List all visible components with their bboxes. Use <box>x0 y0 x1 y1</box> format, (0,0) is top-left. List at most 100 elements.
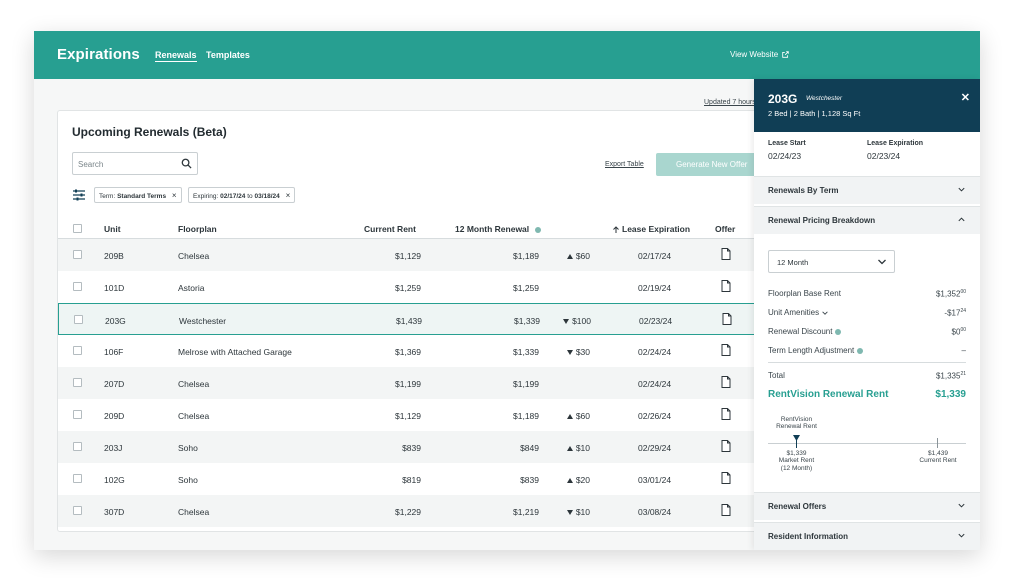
row-checkbox[interactable] <box>73 442 82 451</box>
section-resident-information[interactable]: Resident Information <box>754 522 980 550</box>
table-row[interactable]: 203G Westchester $1,439 $1,339 $100 02/23/24 <box>58 303 756 335</box>
tab-templates[interactable]: Templates <box>206 50 250 60</box>
cell-unit: 106F <box>104 347 124 357</box>
search-input[interactable] <box>78 157 174 171</box>
cell-12-month-renewal: $1,199 <box>513 379 539 389</box>
table-row[interactable]: 209D Chelsea $1,129 $1,189 $60 02/26/24 <box>58 399 756 431</box>
info-icon[interactable] <box>835 328 842 335</box>
cell-unit: 307D <box>104 507 125 517</box>
cell-current-rent: $1,199 <box>395 379 421 389</box>
cell-lease-expiration: 02/24/24 <box>638 347 672 357</box>
cell-unit: 203G <box>105 316 126 326</box>
remove-filter-icon[interactable]: × <box>171 191 177 200</box>
table-row[interactable]: 209B Chelsea $1,129 $1,189 $60 02/17/24 <box>58 239 756 271</box>
tab-renewals[interactable]: Renewals <box>155 50 197 62</box>
search-icon[interactable] <box>181 158 192 169</box>
row-checkbox[interactable] <box>73 410 82 419</box>
rentvision-renewal-label: RentVision Renewal Rent <box>768 389 889 400</box>
arrow-up-icon <box>566 254 573 259</box>
row-checkbox[interactable] <box>73 346 82 355</box>
document-icon[interactable] <box>721 504 731 516</box>
line-unit-amenities[interactable]: Unit Amenities <box>768 308 829 317</box>
table-row[interactable]: 102G Soho $819 $839 $20 03/01/24 <box>58 463 756 495</box>
document-icon[interactable] <box>721 408 731 420</box>
table-row[interactable]: 106F Melrose with Attached Garage $1,369 $1… <box>58 335 756 367</box>
info-icon[interactable] <box>534 226 541 233</box>
cell-change: $10 <box>550 443 590 453</box>
col-lease-expiration[interactable]: Lease Expiration <box>612 224 690 234</box>
line-floorplan-base-label: Floorplan Base Rent <box>768 289 841 298</box>
info-icon[interactable] <box>857 347 864 354</box>
table-row[interactable]: 207D Chelsea $1,199 $1,199 02/24/24 <box>58 367 756 399</box>
cell-12-month-renewal: $1,259 <box>513 283 539 293</box>
term-select[interactable]: 12 Month <box>768 250 895 273</box>
panel-specs: 2 Bed | 2 Bath | 1,128 Sq Ft <box>768 109 861 118</box>
cell-12-month-renewal: $1,189 <box>513 251 539 261</box>
document-icon[interactable] <box>721 472 731 484</box>
close-icon[interactable]: ✕ <box>960 92 970 104</box>
filter-settings-icon[interactable] <box>72 188 86 202</box>
chevron-down-icon <box>822 311 829 315</box>
document-icon[interactable] <box>721 280 731 292</box>
scale-tick <box>937 438 938 448</box>
col-unit[interactable]: Unit <box>104 224 121 234</box>
document-icon[interactable] <box>721 440 731 452</box>
lease-start-label: Lease Start <box>768 140 806 147</box>
total-label: Total <box>768 371 785 380</box>
total-value: $1,33521 <box>935 371 966 381</box>
select-all-checkbox[interactable] <box>73 224 82 233</box>
col-12-month-renewal[interactable]: 12 Month Renewal <box>455 224 541 234</box>
cell-current-rent: $819 <box>402 475 421 485</box>
line-renewal-discount: Renewal Discount <box>768 327 842 336</box>
cell-floorplan: Chelsea <box>178 251 210 261</box>
cell-lease-expiration: 02/19/24 <box>638 283 672 293</box>
col-floorplan[interactable]: Floorplan <box>178 224 217 234</box>
cell-current-rent: $839 <box>402 443 421 453</box>
cell-lease-expiration: 03/08/24 <box>638 507 672 517</box>
export-table-link[interactable]: Export Table <box>605 161 644 168</box>
document-icon[interactable] <box>721 376 731 388</box>
document-icon[interactable] <box>722 313 732 325</box>
remove-filter-icon[interactable]: × <box>285 191 291 200</box>
section-renewal-offers[interactable]: Renewal Offers <box>754 492 980 520</box>
line-floorplan-base-value: $1,35200 <box>935 289 966 299</box>
cell-lease-expiration: 02/24/24 <box>638 379 672 389</box>
generate-offer-button[interactable]: Generate New Offer <box>656 153 756 176</box>
unit-detail-panel: 203G Westchester 2 Bed | 2 Bath | 1,128 … <box>754 79 980 550</box>
row-checkbox[interactable] <box>73 250 82 259</box>
chevron-up-icon <box>958 217 965 222</box>
document-icon[interactable] <box>721 248 731 260</box>
cell-current-rent: $1,259 <box>395 283 421 293</box>
table-row[interactable]: 307D Chelsea $1,229 $1,219 $10 03/08/24 <box>58 495 756 527</box>
row-checkbox[interactable] <box>73 282 82 291</box>
section-renewals-by-term[interactable]: Renewals By Term <box>754 176 980 204</box>
line-term-length: Term Length Adjustment <box>768 346 864 355</box>
row-checkbox[interactable] <box>73 506 82 515</box>
view-website-link[interactable]: View Website <box>730 50 790 59</box>
cell-change-value: $30 <box>575 347 590 357</box>
line-term-length-value: – <box>961 346 966 355</box>
row-checkbox[interactable] <box>73 474 82 483</box>
cell-change: $60 <box>550 411 590 421</box>
document-icon[interactable] <box>721 344 731 356</box>
scale-current-rent: $1,439 Current Rent <box>919 450 957 465</box>
lease-start-value: 02/24/23 <box>768 151 802 161</box>
cell-floorplan: Melrose with Attached Garage <box>178 347 292 357</box>
chevron-down-icon <box>878 259 886 265</box>
section-pricing-breakdown[interactable]: Renewal Pricing Breakdown <box>754 206 980 234</box>
scale-rv-label: RentVision Renewal Rent <box>776 416 817 431</box>
row-checkbox[interactable] <box>73 378 82 387</box>
scale-tick <box>796 438 797 448</box>
filter-expiring-label: Expiring: <box>193 193 219 200</box>
table-row[interactable]: 101D Astoria $1,259 $1,259 02/19/24 <box>58 271 756 303</box>
arrow-up-icon <box>566 478 573 483</box>
cell-floorplan: Chelsea <box>178 379 210 389</box>
col-current-rent[interactable]: Current Rent <box>364 224 416 234</box>
cell-unit: 207D <box>104 379 125 389</box>
cell-12-month-renewal: $1,339 <box>513 347 539 357</box>
cell-unit: 209B <box>104 251 124 261</box>
top-nav-bar: Expirations Renewals Templates View Webs… <box>34 31 980 79</box>
row-checkbox[interactable] <box>74 315 83 324</box>
table-row[interactable]: 203J Soho $839 $849 $10 02/29/24 <box>58 431 756 463</box>
term-select-value: 12 Month <box>777 258 809 267</box>
